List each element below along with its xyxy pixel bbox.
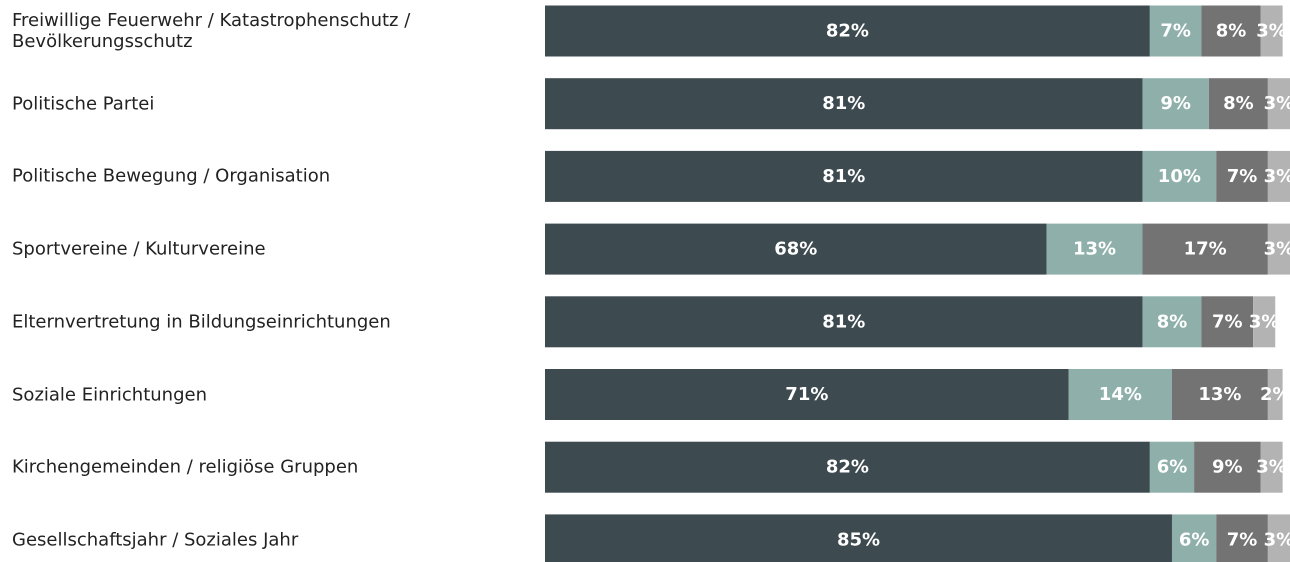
bar-segment: [545, 514, 1172, 562]
data-label: 7%: [1212, 311, 1243, 332]
data-label: 3%: [1264, 239, 1290, 260]
data-label: 9%: [1212, 457, 1243, 478]
data-label: 3%: [1264, 529, 1290, 550]
data-label: 6%: [1179, 529, 1210, 550]
bar-segment: [1068, 369, 1172, 420]
data-label: 3%: [1264, 93, 1290, 114]
data-label: 9%: [1160, 93, 1191, 114]
bar-segment: [1201, 296, 1254, 348]
bar-segment: [1142, 296, 1202, 348]
data-label: 81%: [822, 166, 865, 187]
bar-segment: [1253, 296, 1276, 348]
data-label: 82%: [826, 457, 869, 478]
bar-segment: [545, 5, 1150, 57]
bar-segment: [1149, 441, 1195, 493]
bar-segment: [545, 150, 1143, 202]
category-label: Elternvertretung in Bildungseinrichtunge…: [12, 311, 391, 333]
category-label: Soziale Einrichtungen: [12, 384, 207, 405]
bar-segment: [545, 78, 1143, 130]
bar-segment: [1142, 223, 1268, 275]
data-label: 8%: [1216, 21, 1247, 42]
bar-segment: [1171, 514, 1217, 562]
data-label: 13%: [1073, 239, 1116, 260]
bar-segment: [1142, 78, 1209, 130]
bar-segment: [545, 369, 1069, 420]
data-label: 7%: [1160, 21, 1191, 42]
bar-segment: [545, 441, 1150, 493]
category-label: Politische Partei: [12, 93, 155, 115]
bar-segment: [1046, 223, 1143, 275]
data-label: 7%: [1227, 166, 1258, 187]
category-label: Gesellschaftsjahr / Soziales Jahr: [12, 529, 299, 551]
bar-segment: [1267, 78, 1290, 130]
data-label: 81%: [822, 93, 865, 114]
data-label: 2%: [1260, 384, 1290, 405]
bar-segment: [1260, 441, 1283, 493]
data-label: 14%: [1099, 384, 1142, 405]
bar-segment: [1267, 369, 1283, 420]
bar-segment: [1260, 5, 1283, 57]
data-label: 3%: [1256, 457, 1287, 478]
data-label: 68%: [774, 239, 817, 260]
bar-segment: [1201, 5, 1261, 57]
data-label: 3%: [1249, 311, 1280, 332]
category-label: Sportvereine / Kulturvereine: [12, 238, 266, 260]
data-label: 6%: [1157, 457, 1188, 478]
bar-segment: [1208, 78, 1268, 130]
category-label: Politische Bewegung / Organisation: [12, 165, 331, 187]
bar-segment: [1267, 223, 1290, 275]
data-label: 81%: [822, 311, 865, 332]
category-label: Freiwillige Feuerwehr / Katastrophenschu…: [12, 10, 411, 52]
data-label: 3%: [1264, 166, 1290, 187]
bar-segment: [1267, 150, 1290, 202]
bar-segment: [1216, 514, 1268, 562]
bar-segment: [1216, 150, 1268, 202]
data-label: 85%: [837, 529, 880, 550]
data-label: 10%: [1158, 166, 1201, 187]
data-label: 13%: [1198, 384, 1241, 405]
data-label: 82%: [826, 21, 869, 42]
data-label: 7%: [1227, 529, 1258, 550]
bar-segment: [545, 296, 1143, 348]
bar-segment: [1267, 514, 1290, 562]
bar-segment: [1194, 441, 1261, 493]
bar-segment: [545, 223, 1047, 275]
data-label: 8%: [1157, 311, 1188, 332]
data-label: 17%: [1184, 239, 1227, 260]
category-label: Kirchengemeinden / religiöse Gruppen: [12, 456, 359, 478]
bar-segment: [1149, 5, 1202, 57]
data-label: 8%: [1223, 93, 1254, 114]
data-label: 3%: [1256, 21, 1287, 42]
data-label: 71%: [785, 384, 828, 405]
bar-segment: [1171, 369, 1268, 420]
bar-segment: [1142, 150, 1217, 202]
